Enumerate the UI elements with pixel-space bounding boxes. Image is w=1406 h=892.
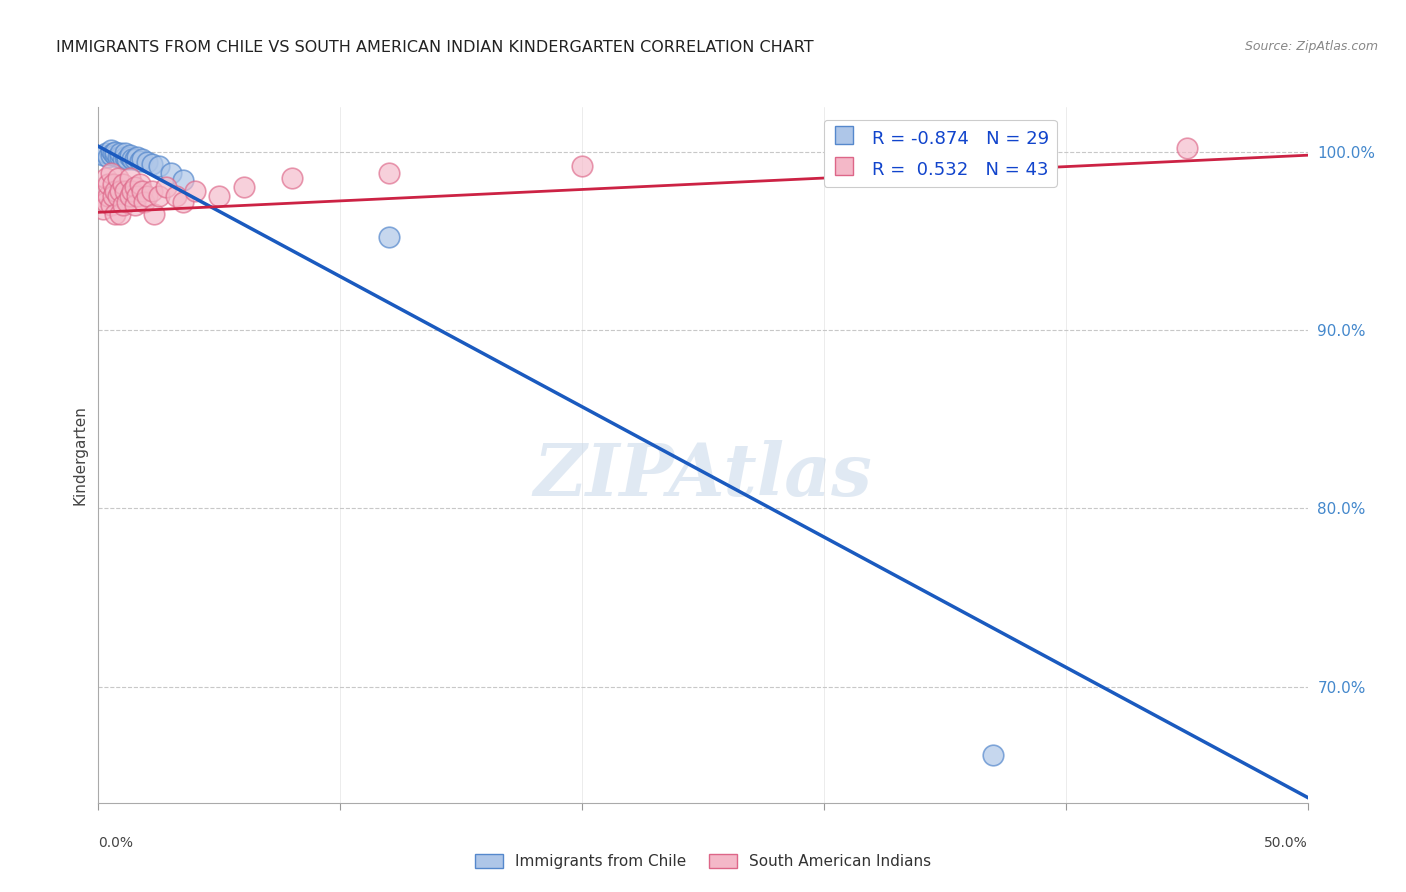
Point <box>94 194 117 209</box>
Point <box>135 155 157 169</box>
Point <box>124 152 146 166</box>
Point <box>127 150 149 164</box>
Point <box>135 189 157 203</box>
Point <box>90 189 112 203</box>
Point <box>101 146 124 161</box>
Point <box>114 184 136 198</box>
Point <box>108 146 131 161</box>
Legend: Immigrants from Chile, South American Indians: Immigrants from Chile, South American In… <box>470 848 936 875</box>
Point <box>128 177 150 191</box>
Point <box>104 148 127 162</box>
Point <box>94 171 117 186</box>
Point <box>128 153 150 168</box>
Point <box>165 189 187 203</box>
Point <box>148 189 170 203</box>
Point <box>281 171 304 186</box>
Point <box>114 150 136 164</box>
Point <box>208 189 231 203</box>
Point <box>121 152 143 166</box>
Point <box>118 171 141 186</box>
Point <box>91 202 114 216</box>
Point <box>107 150 129 164</box>
Point <box>104 184 127 198</box>
Point <box>134 194 156 209</box>
Point <box>131 152 153 166</box>
Point <box>124 198 146 212</box>
Point <box>172 194 194 209</box>
Point <box>97 150 120 164</box>
Text: IMMIGRANTS FROM CHILE VS SOUTH AMERICAN INDIAN KINDERGARTEN CORRELATION CHART: IMMIGRANTS FROM CHILE VS SOUTH AMERICAN … <box>56 40 814 55</box>
Point <box>114 146 136 161</box>
Text: Source: ZipAtlas.com: Source: ZipAtlas.com <box>1244 40 1378 54</box>
Point <box>108 150 131 164</box>
Point <box>111 177 134 191</box>
Point <box>117 194 139 209</box>
Point <box>101 189 124 203</box>
Point <box>148 159 170 173</box>
Point <box>232 180 254 194</box>
Point <box>94 146 117 161</box>
Point <box>377 166 399 180</box>
Point <box>107 171 129 186</box>
Y-axis label: Kindergarten: Kindergarten <box>72 405 87 505</box>
Point <box>104 145 127 159</box>
Point <box>104 207 127 221</box>
Point <box>100 148 122 162</box>
Point <box>184 184 207 198</box>
Text: 50.0%: 50.0% <box>1264 836 1308 850</box>
Point <box>377 230 399 244</box>
Point <box>111 152 134 166</box>
Point <box>172 173 194 187</box>
Text: 0.0%: 0.0% <box>98 836 134 850</box>
Point <box>160 166 183 180</box>
Point <box>141 184 163 198</box>
Text: ZIPAtlas: ZIPAtlas <box>534 441 872 511</box>
Point <box>981 747 1004 762</box>
Point <box>108 184 131 198</box>
Point <box>117 152 139 166</box>
Point <box>101 177 124 191</box>
Point <box>571 159 593 173</box>
Point <box>131 184 153 198</box>
Point <box>100 198 122 212</box>
Point <box>124 180 146 194</box>
Point <box>143 207 166 221</box>
Point <box>97 177 120 191</box>
Point <box>141 157 163 171</box>
Point <box>155 180 177 194</box>
Point <box>111 198 134 212</box>
Point <box>108 207 131 221</box>
Point <box>100 143 122 157</box>
Point <box>100 166 122 180</box>
Point <box>127 189 149 203</box>
Point <box>118 189 141 203</box>
Point <box>107 189 129 203</box>
Point <box>118 148 141 162</box>
Point <box>1175 141 1198 155</box>
Point <box>97 189 120 203</box>
Point <box>91 148 114 162</box>
Point <box>121 184 143 198</box>
Point <box>118 150 141 164</box>
